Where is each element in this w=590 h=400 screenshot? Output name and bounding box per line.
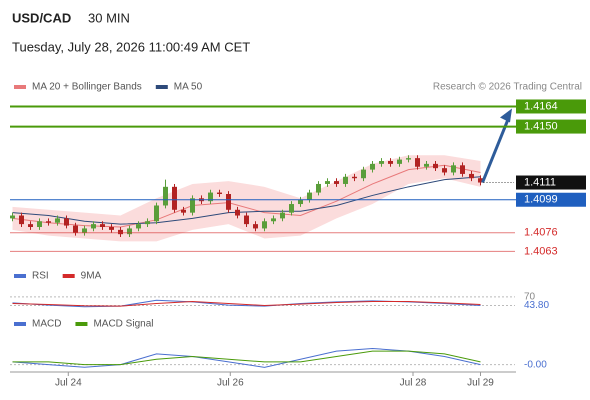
candle-body	[154, 205, 159, 222]
candle-body	[298, 199, 303, 205]
legend-swatch	[155, 85, 168, 89]
candle-body	[370, 163, 375, 170]
candle-body	[397, 159, 402, 164]
candle-body	[334, 181, 339, 184]
candle-body	[136, 224, 141, 229]
legend-label: MA 50	[174, 82, 203, 93]
candle-body	[379, 161, 384, 164]
candle-body	[172, 186, 177, 210]
legend-label: MA 20 + Bollinger Bands	[32, 82, 142, 93]
candle-body	[55, 218, 60, 223]
candle-body	[181, 209, 186, 213]
candle-body	[424, 163, 429, 167]
x-tick-label: Jul 24	[55, 378, 82, 389]
candle-body	[100, 224, 105, 227]
candle-body	[163, 186, 168, 206]
candle-body	[109, 227, 114, 230]
candle-body	[82, 228, 87, 233]
candle-body	[469, 173, 474, 179]
datetime: Tuesday, July 28, 2026 11:00:49 AM CET	[12, 39, 250, 54]
legend-swatch	[75, 322, 88, 326]
candle-body	[460, 165, 465, 174]
legend-label: MACD	[32, 319, 61, 330]
candle-body	[127, 228, 132, 235]
level-label: 1.4150	[524, 120, 558, 132]
candle-body	[73, 225, 78, 233]
candle-body	[361, 169, 366, 179]
candle-body	[280, 212, 285, 219]
candle-body	[316, 183, 321, 193]
candle-body	[46, 221, 51, 223]
candle-body	[451, 165, 456, 173]
legend-label: 9MA	[81, 271, 102, 282]
candle-body	[226, 194, 231, 210]
level-label: 1.4076	[524, 227, 558, 239]
level-label: 1.4111	[524, 176, 556, 188]
candle-body	[91, 224, 96, 229]
symbol: USD/CAD	[12, 10, 71, 25]
candle-body	[415, 158, 420, 167]
timeframe: 30 MIN	[88, 10, 130, 25]
candle-body	[19, 215, 24, 225]
candle-body	[208, 192, 213, 202]
candle-body	[244, 215, 249, 225]
x-tick-label: Jul 26	[217, 378, 244, 389]
legend-swatch	[14, 85, 26, 89]
candle-body	[145, 221, 150, 225]
series-line	[12, 301, 481, 307]
candle-body	[64, 218, 69, 226]
series-line	[12, 176, 481, 225]
candle-body	[352, 176, 357, 179]
level-label: 1.4164	[524, 100, 558, 112]
candle-body	[478, 178, 483, 183]
candle-body	[271, 218, 276, 222]
level-label-box	[516, 192, 586, 207]
candle-body	[28, 224, 33, 227]
projection-arrowhead	[500, 108, 512, 123]
candle-body	[10, 215, 15, 219]
candle-body	[37, 221, 42, 227]
legend-swatch	[14, 322, 26, 326]
candle-body	[118, 229, 123, 235]
candle-body	[388, 161, 393, 164]
candle-body	[289, 204, 294, 213]
candle-body	[262, 221, 267, 229]
candle-body	[325, 181, 330, 184]
candle-body	[307, 192, 312, 200]
y-tick-label: 70	[524, 292, 536, 303]
level-label-box	[516, 119, 586, 134]
level-label-box	[516, 175, 586, 190]
x-tick-label: Jul 28	[400, 378, 427, 389]
x-tick-label: Jul 29	[467, 378, 494, 389]
series-line	[12, 164, 481, 228]
legend-swatch	[14, 274, 26, 278]
level-label: 1.4063	[524, 245, 558, 257]
legend-label: MACD Signal	[93, 319, 153, 330]
y-tick-label: -0.00	[524, 359, 547, 370]
candle-body	[406, 158, 411, 160]
candle-body	[433, 163, 438, 169]
candle-body	[235, 209, 240, 216]
candle-body	[343, 176, 348, 184]
projection-arrow	[481, 118, 510, 184]
y-tick-label: 43.80	[524, 300, 549, 311]
candle-body	[217, 192, 222, 194]
series-line	[12, 350, 481, 366]
level-label: 1.4099	[524, 194, 558, 206]
legend-label: RSI	[32, 271, 49, 282]
candle-body	[442, 168, 447, 173]
legend-swatch	[62, 274, 75, 278]
candle-body	[190, 198, 195, 213]
candle-body	[253, 224, 258, 229]
credit: Research © 2026 Trading Central	[433, 82, 582, 93]
level-label-box	[516, 99, 586, 114]
